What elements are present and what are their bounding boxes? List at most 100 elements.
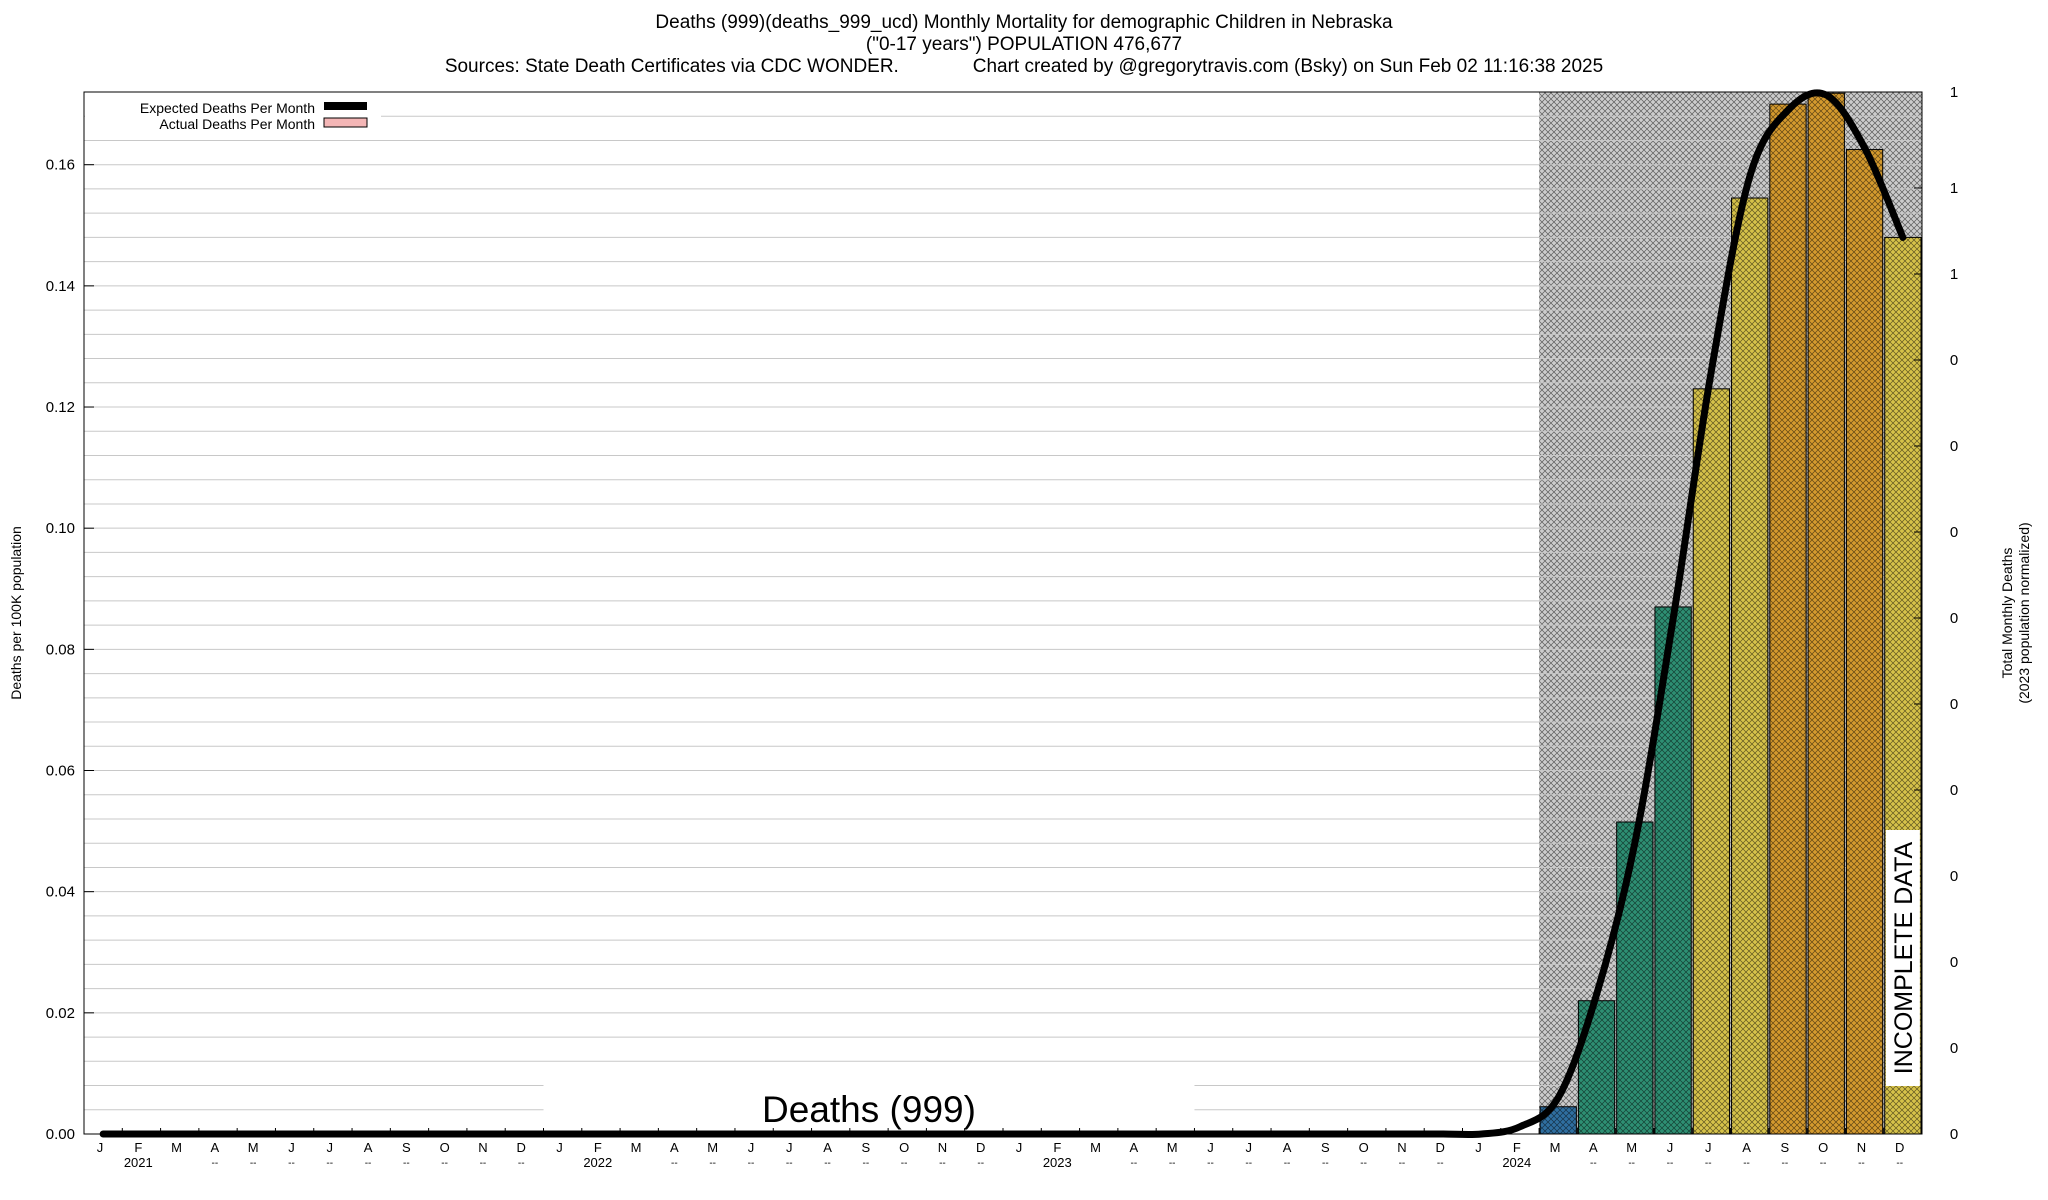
data-bar-hatch (1578, 1000, 1615, 1134)
x-tick-label: F (134, 1140, 142, 1155)
x-sub-label: -- (748, 1158, 755, 1169)
data-bar-hatch (1693, 388, 1730, 1134)
data-bar-hatch (1769, 104, 1807, 1134)
x-tick-label: D (517, 1140, 526, 1155)
x-tick-label: O (440, 1140, 450, 1155)
y2-tick-label: 0 (1950, 610, 1958, 627)
x-tick-label: N (938, 1140, 947, 1155)
x-tick-label: F (1053, 1140, 1061, 1155)
x-sub-label: -- (1896, 1158, 1903, 1169)
y-tick-label: 0.02 (46, 1005, 75, 1022)
x-sub-label: -- (1437, 1158, 1444, 1169)
x-tick-label: J (1246, 1140, 1253, 1155)
y-axis: 0.00 0.02 0.04 0.06 0.08 0.10 0.12 0.14 0.16 (46, 157, 94, 1143)
y-tick-label: 0.14 (46, 278, 75, 295)
x-sub-label: -- (1743, 1158, 1750, 1169)
y2-tick-label: 0 (1950, 438, 1958, 455)
x-sub-label: -- (480, 1158, 487, 1169)
x-tick-label: N (1397, 1140, 1406, 1155)
chart-title-block: Deaths (999)(deaths_999_ucd) Monthly Mor… (0, 12, 2048, 78)
x-year-label: 2021 (124, 1155, 153, 1170)
x-sub-label: -- (1781, 1158, 1788, 1169)
chart-source-line: Sources: State Death Certificates via CD… (444, 56, 1604, 77)
legend-swatch-actual (323, 117, 368, 128)
watermark-band (543, 1083, 1195, 1134)
x-tick-label: J (1667, 1140, 1674, 1155)
y2-tick-label: 0 (1950, 782, 1958, 799)
y2-axis-label-sub: (2023 population normalized) (2016, 522, 2032, 703)
x-tick-label: S (1321, 1140, 1330, 1155)
x-tick-label: O (1359, 1140, 1369, 1155)
x-sub-label: -- (1131, 1158, 1138, 1169)
x-tick-label: J (327, 1140, 334, 1155)
x-sub-label: -- (518, 1158, 525, 1169)
x-tick-label: F (594, 1140, 602, 1155)
x-tick-label: S (1780, 1140, 1789, 1155)
y2-tick-label: 0 (1950, 1126, 1958, 1143)
x-sub-label: -- (212, 1158, 219, 1169)
x-sub-label: -- (326, 1158, 333, 1169)
x-tick-label: J (1705, 1140, 1712, 1155)
x-tick-label: A (211, 1140, 220, 1155)
y-tick-label: 0.08 (46, 641, 75, 658)
x-tick-label: A (364, 1140, 373, 1155)
x-sub-label: -- (786, 1158, 793, 1169)
legend-label-actual: Actual Deaths Per Month (159, 116, 315, 132)
y2-tick-label: 1 (1950, 84, 1958, 101)
x-tick-label: J (748, 1140, 755, 1155)
x-tick-label: A (670, 1140, 679, 1155)
x-tick-label: A (1130, 1140, 1139, 1155)
data-bar-hatch (1808, 93, 1845, 1134)
chart-title: Deaths (999)(deaths_999_ucd) Monthly Mor… (655, 12, 1393, 33)
data-bar-hatch (1846, 149, 1883, 1135)
x-sub-label: -- (365, 1158, 372, 1169)
x-tick-label: A (1283, 1140, 1292, 1155)
x-sub-label: -- (1360, 1158, 1367, 1169)
y-tick-label: 0.16 (46, 157, 75, 174)
x-tick-label: N (478, 1140, 487, 1155)
x-tick-label: J (786, 1140, 793, 1155)
x-sub-label: -- (1399, 1158, 1406, 1169)
x-sub-label: -- (709, 1158, 716, 1169)
x-tick-label: M (1090, 1140, 1101, 1155)
y2-tick-label: 0 (1950, 352, 1958, 369)
legend: Expected Deaths Per Month Actual Deaths … (85, 93, 381, 133)
y-tick-label: 0.10 (46, 520, 75, 537)
data-bar-hatch (1731, 198, 1768, 1134)
x-sub-label: -- (250, 1158, 257, 1169)
x-tick-label: S (402, 1140, 411, 1155)
x-tick-label: M (707, 1140, 718, 1155)
x-tick-label: D (1436, 1140, 1445, 1155)
incomplete-label-box (1885, 830, 1920, 1086)
x-sub-label: -- (939, 1158, 946, 1169)
x-tick-label: J (1016, 1140, 1023, 1155)
x-axis: J F M A -- M -- J -- J -- A -- S -- O -- N -- D -- J F M A -- M -- J… (83, 1128, 1904, 1170)
x-tick-label: J (288, 1140, 295, 1155)
y-tick-label: 0.04 (46, 884, 75, 901)
y2-tick-label: 0 (1950, 524, 1958, 541)
x-tick-label: J (556, 1140, 563, 1155)
x-sub-label: -- (862, 1158, 869, 1169)
x-sub-label: -- (441, 1158, 448, 1169)
x-tick-label: M (248, 1140, 259, 1155)
x-sub-label: -- (1322, 1158, 1329, 1169)
watermark-text: Deaths (999) (762, 1089, 976, 1130)
x-sub-label: -- (1705, 1158, 1712, 1169)
x-sub-label: -- (1590, 1158, 1597, 1169)
x-sub-label: -- (1284, 1158, 1291, 1169)
x-tick-label: A (1742, 1140, 1751, 1155)
data-bar-hatch (1616, 822, 1653, 1134)
y2-tick-label: 0 (1950, 954, 1958, 971)
chart-subtitle: ("0-17 years") POPULATION 476,677 (865, 34, 1183, 55)
x-tick-label: M (631, 1140, 642, 1155)
x-year-label: 2024 (1502, 1155, 1531, 1170)
x-tick-label: J (97, 1140, 104, 1155)
y-tick-label: 0.06 (46, 763, 75, 780)
x-sub-label: -- (824, 1158, 831, 1169)
y2-axis-label: Total Monthly Deaths (1999, 548, 2015, 679)
x-sub-label: -- (901, 1158, 908, 1169)
x-tick-label: D (1895, 1140, 1904, 1155)
legend-label-expected: Expected Deaths Per Month (140, 100, 315, 116)
x-tick-label: M (171, 1140, 182, 1155)
